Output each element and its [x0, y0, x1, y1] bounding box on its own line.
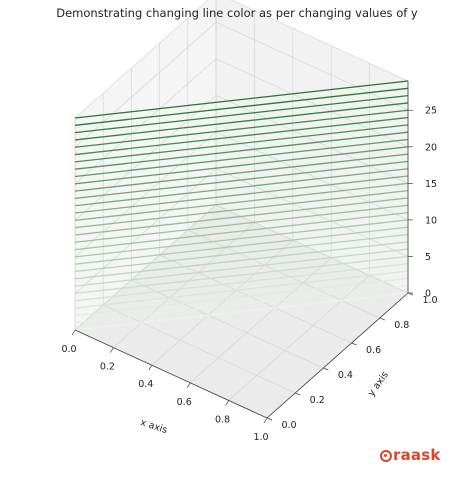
- z-tick-label: 10: [425, 215, 437, 226]
- logo-o-icon: [380, 450, 392, 462]
- grid-line: [74, 204, 217, 331]
- series-line: [74, 138, 409, 178]
- grid-line: [187, 229, 380, 319]
- grid-line: [74, 95, 217, 221]
- y-tick-label: 0.8: [394, 320, 409, 331]
- series-line: [74, 211, 409, 251]
- series-line: [74, 109, 409, 148]
- grid-line: [215, 21, 409, 111]
- z-tick-label: 5: [425, 252, 431, 263]
- x-tick: [148, 365, 153, 371]
- series-line: [74, 153, 409, 192]
- grid-line: [159, 254, 352, 344]
- x-tick-label: 0.6: [177, 397, 192, 408]
- y-tick: [323, 367, 329, 371]
- x-tick-label: 0.0: [61, 344, 76, 355]
- x-tick: [225, 400, 229, 406]
- series-line: [74, 94, 409, 134]
- x-tick-label: 1.0: [253, 432, 268, 443]
- series-line: [74, 233, 409, 273]
- series-line: [74, 241, 409, 280]
- x-axis-label: x axis: [139, 417, 169, 436]
- series-line: [74, 80, 409, 119]
- y-tick: [379, 317, 385, 321]
- y-tick: [295, 392, 301, 396]
- series-line: [74, 116, 409, 156]
- grid-line: [215, 58, 409, 148]
- series-line: [74, 102, 409, 141]
- series-line: [74, 146, 409, 185]
- series-line: [74, 255, 409, 295]
- chart-title: Demonstrating changing line color as per…: [56, 6, 418, 20]
- series-line: [74, 270, 409, 309]
- series-line: [74, 248, 409, 287]
- y-tick-label: 0.2: [310, 395, 325, 406]
- x-tick-label: 0.4: [138, 379, 153, 390]
- grid-line: [215, 131, 409, 221]
- series-line: [74, 277, 409, 317]
- y-tick-label: 0.4: [338, 370, 353, 381]
- x-tick-label: 0.2: [100, 362, 115, 373]
- grid-line: [103, 304, 296, 394]
- series-line: [74, 292, 409, 331]
- y-tick-label: 0.6: [366, 345, 381, 356]
- grid-line: [215, 95, 409, 184]
- watermark-logo: raask: [380, 446, 441, 464]
- series-line: [74, 160, 409, 200]
- series-line: [74, 175, 409, 214]
- grid-line: [113, 222, 255, 348]
- z-tick-label: 25: [425, 106, 437, 117]
- series-line: [74, 263, 409, 302]
- series-line: [74, 168, 409, 207]
- series-line: [74, 204, 409, 243]
- series-line: [74, 182, 409, 221]
- grid-line: [74, 21, 217, 148]
- x-tick-label: 0.8: [215, 414, 230, 425]
- z-tick-label: 15: [425, 179, 437, 190]
- series-line: [74, 226, 409, 265]
- x-axis-line: [74, 329, 268, 419]
- series-line: [74, 190, 409, 229]
- grid-line: [74, 168, 217, 294]
- series-line: [74, 131, 409, 170]
- y-axis-line: [266, 292, 409, 419]
- grid-line: [74, 58, 217, 185]
- grid-line: [189, 257, 332, 384]
- grid-line: [74, 131, 217, 258]
- grid-line: [151, 239, 294, 366]
- z-tick-label: 0: [425, 289, 431, 300]
- x-tick: [263, 417, 268, 424]
- grid-line: [228, 275, 370, 401]
- y-tick: [266, 417, 273, 421]
- grid-line: [215, 204, 409, 294]
- y-tick: [351, 342, 357, 346]
- series-line: [74, 285, 409, 324]
- z-tick-label: 20: [425, 142, 437, 153]
- grid-line: [131, 279, 324, 369]
- watermark-text: raask: [393, 446, 441, 464]
- y-tick-label: 0.0: [281, 420, 296, 431]
- x-tick: [110, 347, 114, 353]
- x-tick: [186, 382, 191, 388]
- series-line: [74, 87, 409, 126]
- x-tick: [71, 329, 76, 336]
- series-line: [74, 197, 409, 236]
- series-line: [74, 124, 409, 163]
- y-tick-label: 1.0: [422, 295, 437, 306]
- series-line: [74, 219, 409, 258]
- y-axis-label: y axis: [366, 370, 391, 399]
- grid-line: [215, 168, 409, 257]
